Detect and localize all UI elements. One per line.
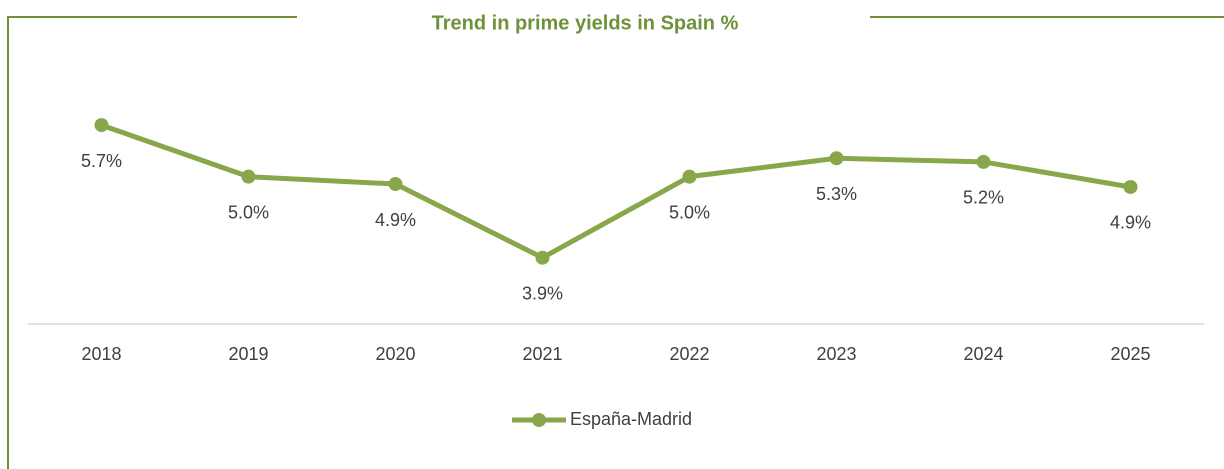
- data-label: 4.9%: [1110, 213, 1151, 233]
- x-tick-label: 2022: [669, 344, 709, 364]
- point: [976, 154, 991, 169]
- legend-label: España-Madrid: [570, 409, 692, 429]
- data-label: 5.3%: [816, 184, 857, 204]
- point: [535, 250, 550, 265]
- series-line: [100, 122, 1131, 261]
- frame-left: [7, 16, 297, 469]
- x-tick-label: 2021: [522, 344, 562, 364]
- point: [829, 151, 844, 166]
- point: [94, 118, 109, 133]
- legend-marker: [532, 413, 546, 427]
- point: [682, 169, 697, 184]
- point: [1123, 179, 1138, 194]
- x-tick-label: 2018: [81, 344, 121, 364]
- data-label: 5.2%: [963, 188, 1004, 208]
- data-label: 5.7%: [81, 151, 122, 171]
- x-tick-label: 2025: [1110, 344, 1150, 364]
- x-tick-label: 2024: [963, 344, 1003, 364]
- chart-title: Trend in prime yields in Spain %: [432, 12, 739, 34]
- data-label: 5.0%: [669, 202, 710, 222]
- x-tick-label: 2020: [375, 344, 415, 364]
- point: [388, 177, 403, 192]
- x-tick-label: 2019: [228, 344, 268, 364]
- data-label: 4.9%: [375, 210, 416, 230]
- point: [241, 169, 256, 184]
- data-label: 5.0%: [228, 202, 269, 222]
- data-label: 3.9%: [522, 283, 563, 303]
- x-tick-label: 2023: [816, 344, 856, 364]
